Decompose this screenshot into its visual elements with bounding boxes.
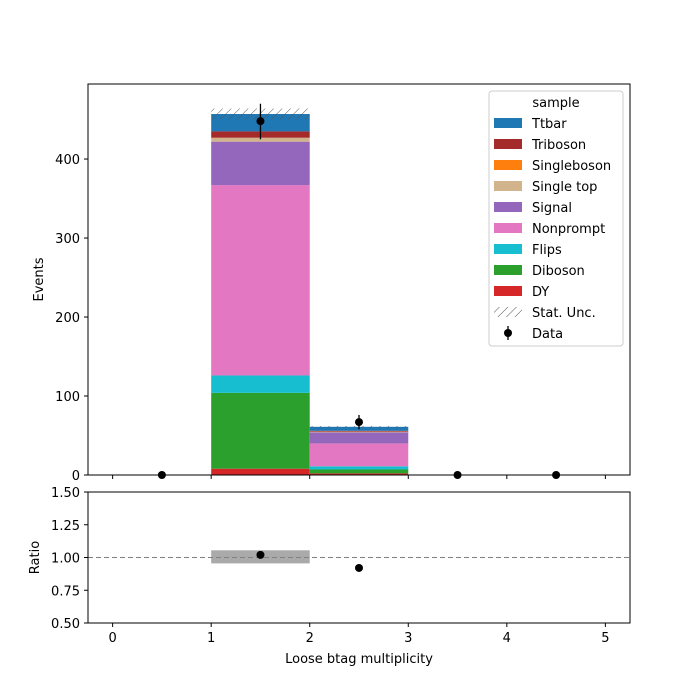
bar-nonprompt-bin-2 [309, 443, 409, 467]
main-ylabel: Events [32, 257, 47, 301]
bar-diboson-bin-1 [211, 392, 310, 469]
legend-swatch-dy [494, 286, 522, 296]
legend-label-stat-unc: Stat. Unc. [532, 306, 596, 321]
main-ytick-label: 0 [72, 469, 80, 484]
main-ytick-label: 100 [55, 390, 80, 405]
legend-label-ttbar: Ttbar [531, 117, 567, 132]
legend-swatch-singleboson [494, 160, 522, 170]
ratio-ytick-label: 1.00 [51, 552, 80, 567]
bar-single-top-bin-2 [309, 431, 409, 433]
legend-label-diboson: Diboson [532, 264, 585, 279]
legend-label-flips: Flips [532, 243, 562, 258]
ratio-xtick-label: 5 [601, 631, 609, 646]
main-ytick-label: 200 [55, 311, 80, 326]
ratio-ytick-label: 0.75 [51, 584, 80, 599]
main-ytick-label: 300 [55, 232, 80, 247]
ratio-ylabel: Ratio [28, 541, 43, 574]
legend-swatch-signal [494, 202, 522, 212]
data-point-bin-2 [355, 418, 363, 427]
ratio-xtick-label: 3 [404, 631, 412, 646]
bar-flips-bin-1 [211, 375, 310, 393]
ratio-ytick-label: 1.25 [51, 519, 80, 534]
legend-box [488, 90, 624, 347]
main-panel: 0 100 200 300 400 Events [32, 83, 631, 484]
legend-label-dy: DY [532, 285, 549, 300]
bar-dy-bin-1 [211, 468, 310, 475]
legend-label-nonprompt: Nonprompt [532, 222, 605, 237]
legend-swatch-flips [494, 244, 522, 254]
legend-swatch-single-top [494, 181, 522, 191]
bar-signal-bin-1 [211, 141, 310, 186]
bar-triboson-bin-2 [309, 430, 409, 432]
ratio-point-0 [256, 550, 265, 559]
legend-swatch-stat-unc [494, 307, 522, 317]
ratio-xtick-label: 4 [503, 631, 511, 646]
legend-title: sample [532, 96, 579, 111]
ratio-panel: 0.50 0.75 1.00 1.25 1.50 0 1 2 3 4 5 Ratio Loose bta… [28, 486, 631, 667]
main-ytick-label: 400 [55, 153, 80, 168]
legend: sample Ttbar Triboson Singleboson Single top… [488, 90, 624, 347]
legend-label-data: Data [532, 327, 563, 342]
legend-swatch-triboson [494, 139, 522, 149]
legend-swatch-diboson [494, 265, 522, 275]
legend-label-signal: Signal [532, 201, 572, 216]
ratio-xtick-label: 0 [108, 631, 116, 646]
bar-flips-bin-2 [309, 466, 409, 470]
legend-label-triboson: Triboson [531, 138, 586, 153]
ratio-xtick-label: 2 [306, 631, 314, 646]
ratio-ytick-label: 1.50 [51, 486, 80, 501]
main-axes-frame [87, 83, 631, 476]
bar-signal-bin-2 [309, 432, 409, 444]
bar-diboson-bin-2 [309, 469, 409, 474]
legend-label-singleboson: Singleboson [532, 159, 611, 174]
bar-nonprompt-bin-1 [211, 185, 310, 376]
legend-swatch-data [504, 329, 512, 337]
bar-dy-bin-2 [309, 473, 409, 475]
data-point-bin-1 [256, 117, 265, 126]
legend-swatch-ttbar [494, 118, 522, 128]
legend-swatch-nonprompt [494, 223, 522, 233]
ratio-xtick-label: 1 [207, 631, 215, 646]
bar-single-top-bin-1 [211, 137, 310, 142]
ratio-point-1 [355, 563, 363, 572]
ratio-ytick-label: 0.50 [51, 617, 80, 632]
legend-label-single-top: Single top [532, 180, 597, 195]
x-axis-label: Loose btag multiplicity [285, 652, 433, 667]
